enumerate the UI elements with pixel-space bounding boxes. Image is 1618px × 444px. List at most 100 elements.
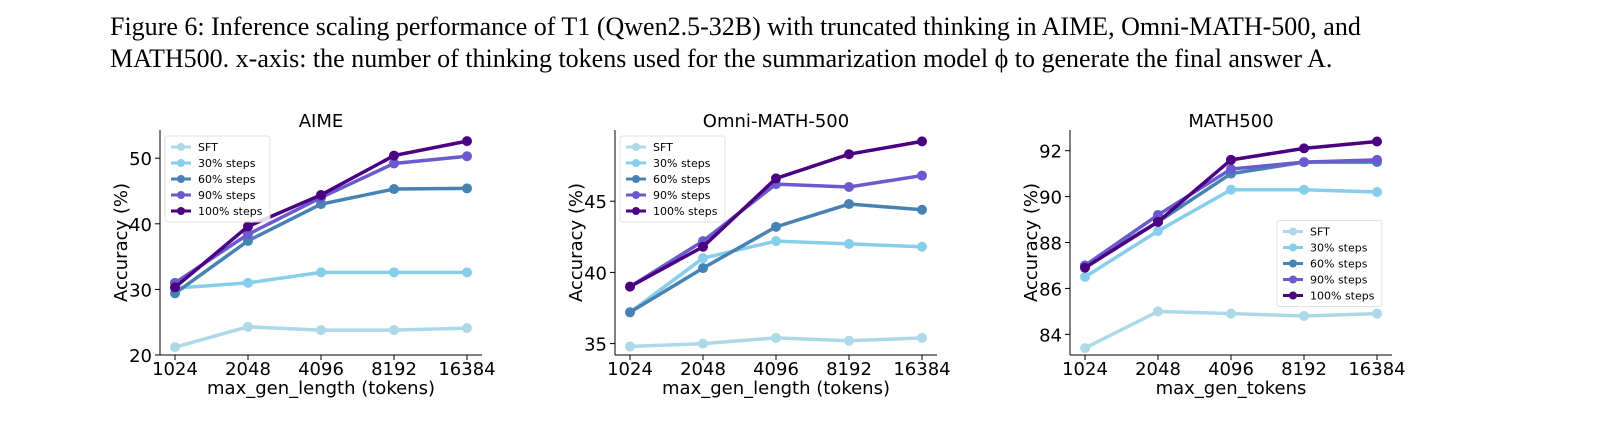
legend-marker: [177, 175, 185, 183]
legend-label: SFT: [198, 141, 218, 154]
caption-line: Figure 6: Inference scaling performance …: [110, 12, 1361, 41]
legend-label: 100% steps: [198, 205, 263, 218]
x-axis-label: max_gen_length (tokens): [662, 378, 890, 399]
marker: [698, 263, 708, 274]
marker: [844, 149, 854, 160]
legend-label: 60% steps: [653, 173, 711, 186]
x-tick-label: 2048: [225, 359, 271, 380]
legend-label: 60% steps: [198, 173, 256, 186]
chart: MATH500 max_gen_tokens Accuracy (%) 84 86 88 9…: [1021, 111, 1406, 399]
marker: [917, 170, 927, 181]
marker: [1226, 164, 1236, 175]
marker: [698, 253, 708, 264]
x-tick-label: 2048: [680, 359, 726, 380]
legend-marker: [177, 207, 185, 215]
x-axis-label: max_gen_length (tokens): [207, 378, 435, 399]
x-tick-label: 8192: [826, 359, 872, 380]
marker: [1153, 226, 1163, 237]
marker: [389, 267, 399, 278]
legend-marker: [177, 143, 185, 151]
marker: [462, 183, 472, 194]
marker: [316, 325, 326, 336]
y-tick-label: 30: [129, 280, 152, 301]
marker: [1080, 271, 1090, 282]
legend-marker: [1289, 275, 1297, 284]
marker: [1226, 308, 1236, 319]
legend-marker: [1289, 291, 1297, 300]
marker: [243, 221, 253, 232]
y-axis-label: Accuracy (%): [111, 183, 132, 302]
y-tick-label: 90: [1039, 188, 1062, 209]
x-tick-label: 8192: [371, 359, 417, 380]
marker: [1372, 136, 1382, 147]
marker: [917, 204, 927, 215]
legend-label: SFT: [653, 141, 673, 154]
marker: [1372, 308, 1382, 319]
legend-box: [1276, 220, 1383, 307]
marker: [389, 158, 399, 169]
legend-label: 90% steps: [198, 189, 256, 202]
x-tick-label: 4096: [1208, 359, 1254, 380]
legend-marker: [1289, 259, 1297, 268]
legend-marker: [177, 191, 185, 199]
y-tick-label: 84: [1039, 325, 1062, 346]
marker: [316, 189, 326, 200]
marker: [844, 335, 854, 346]
marker: [243, 321, 253, 332]
marker: [1372, 154, 1382, 165]
marker: [844, 181, 854, 192]
x-tick-label: 1024: [607, 359, 653, 380]
marker: [389, 150, 399, 161]
x-tick-label: 4096: [298, 359, 344, 380]
marker: [243, 277, 253, 288]
legend-marker: [632, 143, 640, 151]
y-axis-label: Accuracy (%): [1021, 183, 1042, 302]
marker: [771, 332, 781, 343]
x-tick-label: 8192: [1281, 359, 1327, 380]
legend-label: 30% steps: [1310, 242, 1368, 255]
legend-label: 90% steps: [653, 189, 711, 202]
marker: [698, 338, 708, 349]
marker: [316, 267, 326, 278]
x-tick-label: 16384: [438, 359, 495, 380]
y-tick-label: 40: [584, 263, 607, 284]
marker: [844, 199, 854, 210]
y-tick-label: 35: [584, 335, 607, 356]
x-tick-label: 1024: [152, 359, 198, 380]
legend-box: [619, 135, 726, 223]
marker: [1372, 186, 1382, 197]
legend-label: SFT: [1310, 226, 1330, 239]
legend-marker: [632, 159, 640, 167]
marker: [462, 323, 472, 334]
marker: [771, 236, 781, 247]
marker: [1299, 143, 1309, 154]
y-tick-label: 20: [129, 346, 152, 367]
chart-title: Omni-MATH-500: [703, 111, 849, 132]
chart: AIME max_gen_length (tokens) Accuracy (%) 2…: [111, 111, 496, 399]
marker: [917, 332, 927, 343]
y-tick-label: 45: [584, 192, 607, 213]
legend-label: 100% steps: [653, 205, 718, 218]
legend-marker: [632, 207, 640, 215]
marker: [625, 341, 635, 352]
marker: [1080, 262, 1090, 273]
x-tick-label: 1024: [1062, 359, 1108, 380]
marker: [170, 282, 180, 293]
marker: [1080, 343, 1090, 354]
chart-title: AIME: [299, 111, 344, 132]
marker: [698, 241, 708, 252]
legend-marker: [177, 159, 185, 167]
y-tick-label: 40: [129, 215, 152, 236]
legend-box: [164, 135, 271, 223]
marker: [1226, 184, 1236, 195]
marker: [243, 229, 253, 240]
marker: [917, 241, 927, 252]
legend-marker: [1289, 227, 1297, 236]
marker: [389, 325, 399, 336]
legend-label: 90% steps: [1310, 274, 1368, 287]
marker: [1153, 216, 1163, 227]
legend-marker: [632, 175, 640, 183]
x-tick-label: 16384: [1348, 359, 1405, 380]
